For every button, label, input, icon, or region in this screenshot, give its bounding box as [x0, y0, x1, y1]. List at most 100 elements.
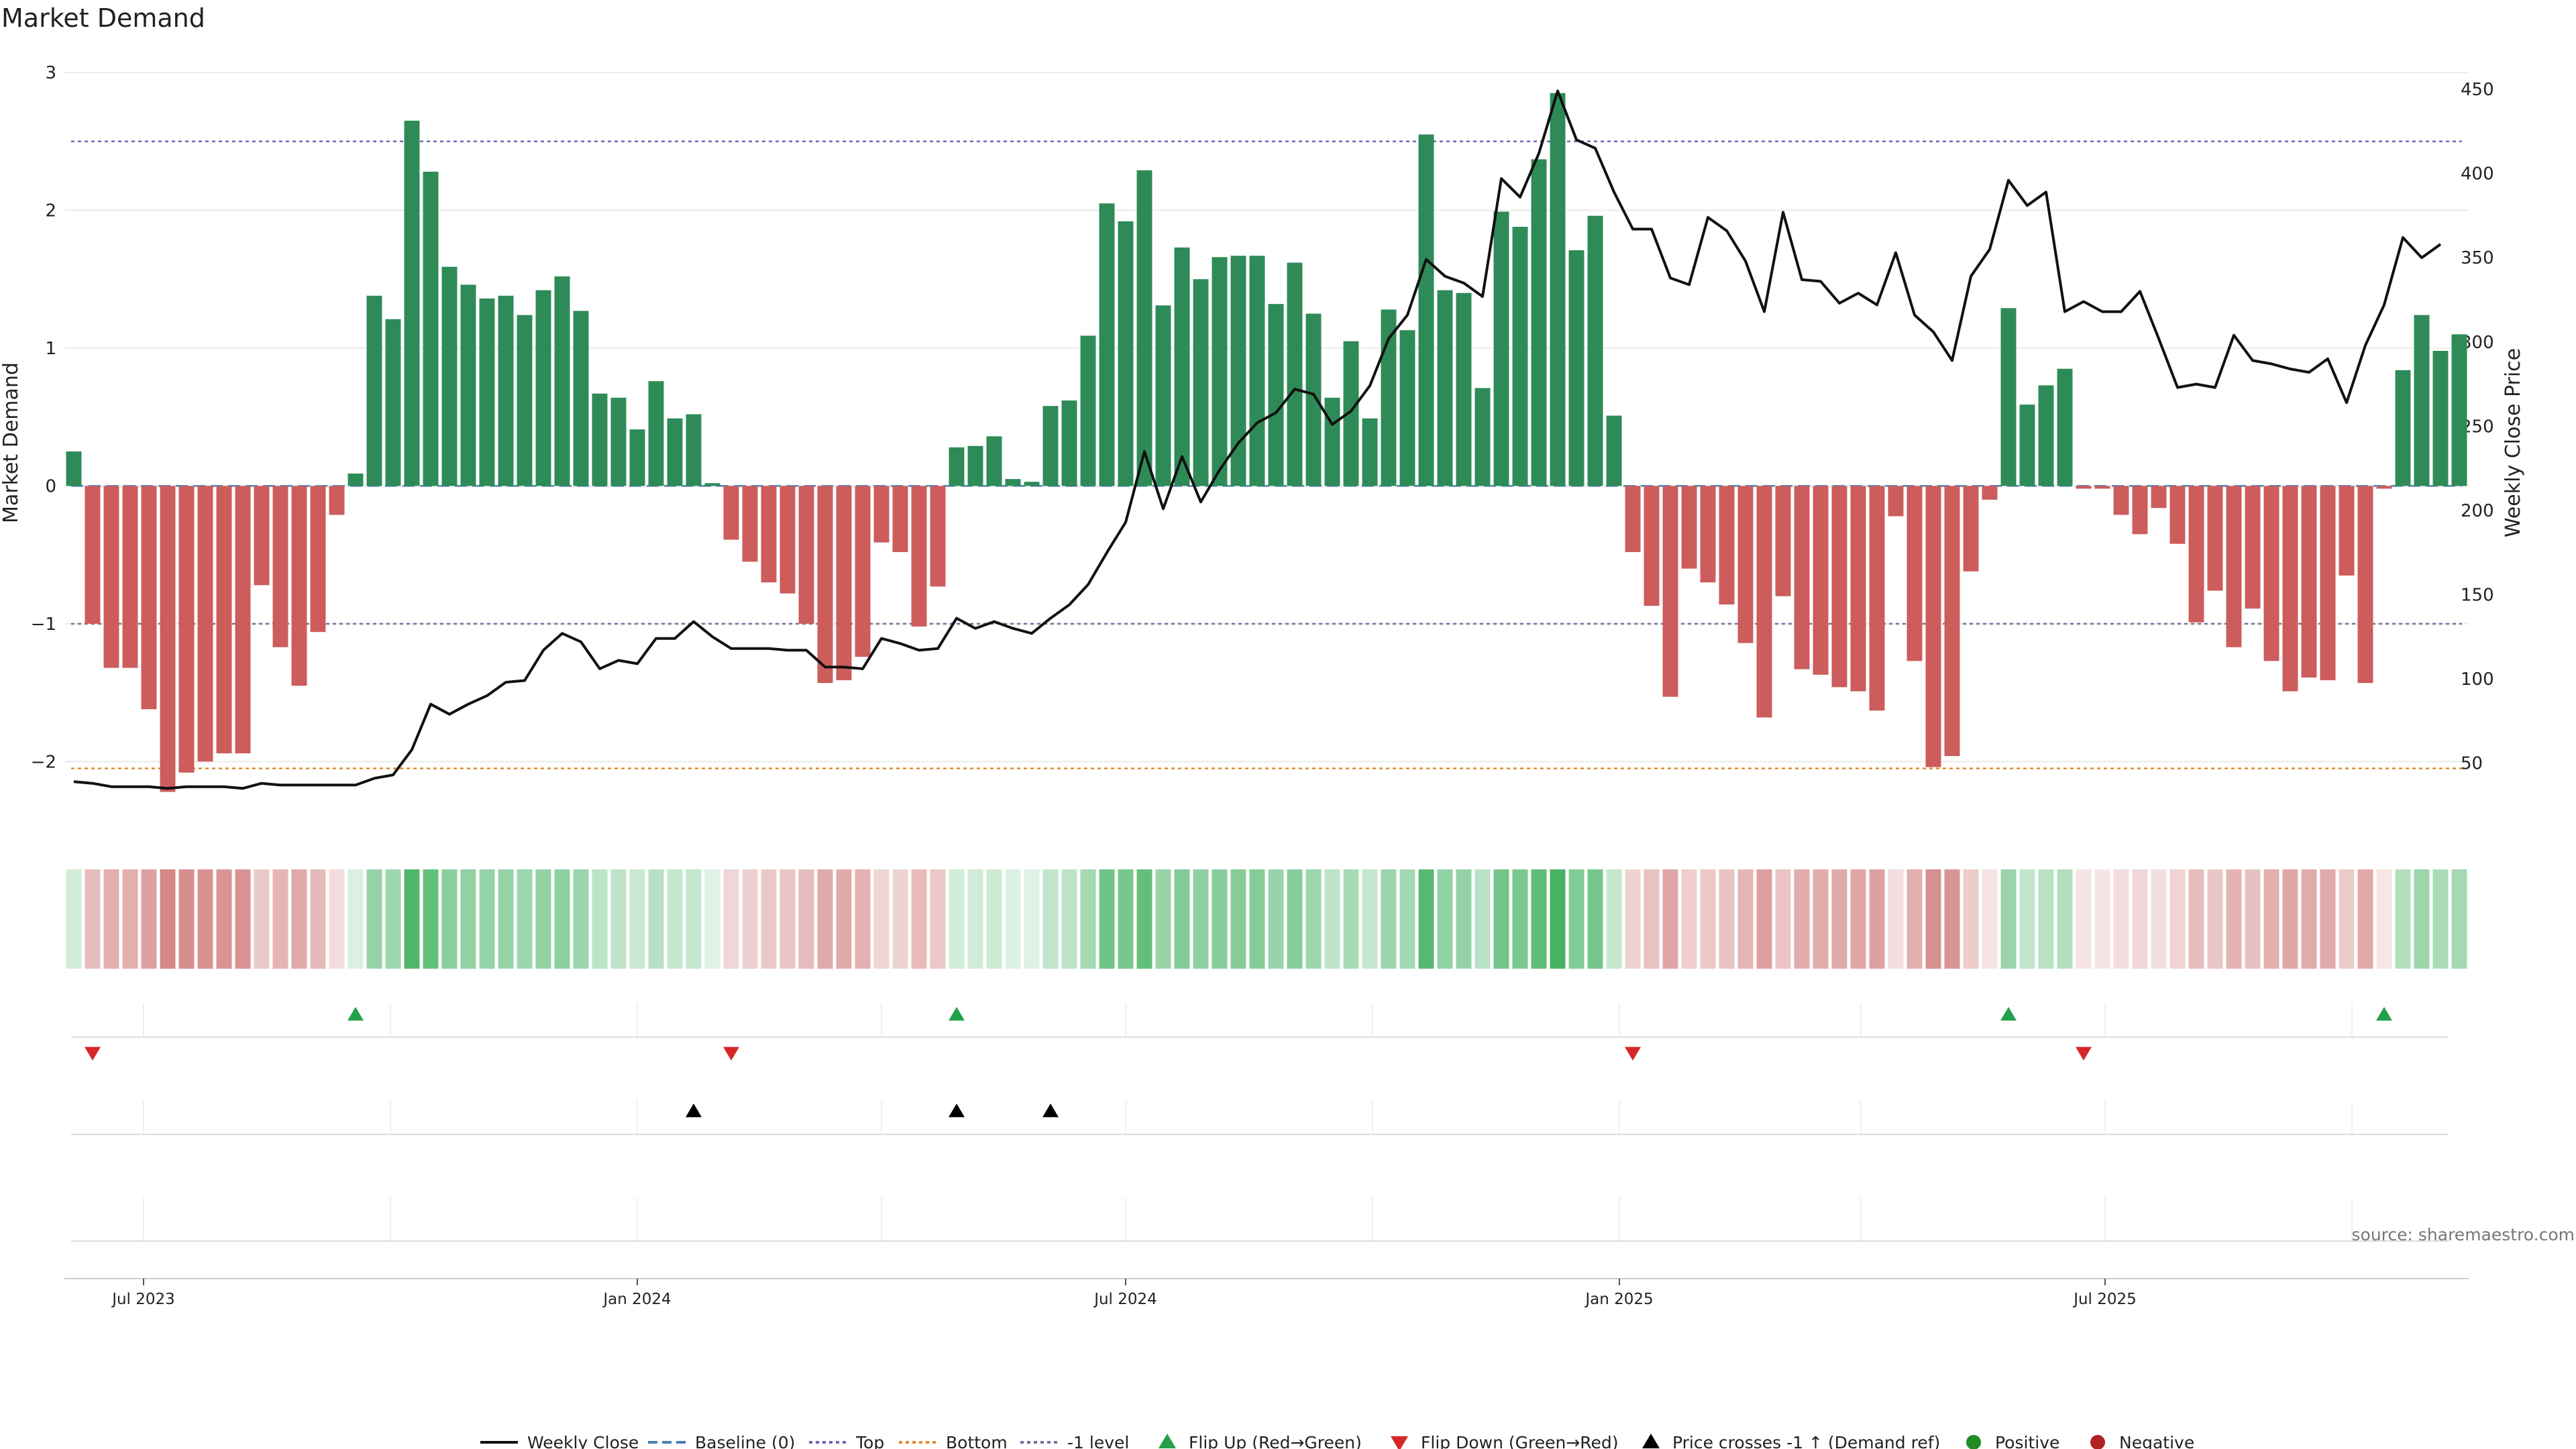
legend-item: Flip Down (Green→Red): [1391, 1433, 1619, 1449]
heat-cell: [610, 869, 627, 969]
demand-bars: [66, 93, 2467, 792]
demand-bar: [1719, 486, 1735, 605]
heat-cell: [1174, 869, 1190, 969]
demand-bar: [1493, 211, 1509, 486]
legend-label: Price crosses -1 ↑ (Demand ref): [1672, 1433, 1940, 1449]
demand-bar: [517, 315, 533, 486]
legend-item: Baseline (0): [648, 1433, 795, 1449]
heat-cell: [1362, 869, 1378, 969]
demand-bar: [1005, 479, 1021, 486]
heat-cell: [1756, 869, 1772, 969]
demand-bar: [629, 429, 645, 486]
heat-cell: [2320, 869, 2336, 969]
heat-cell: [385, 869, 401, 969]
demand-bar: [1625, 486, 1641, 552]
demand-bar: [2226, 486, 2242, 647]
demand-bar: [1155, 305, 1171, 486]
heat-cell: [1719, 869, 1735, 969]
left-tick-label: −2: [31, 752, 56, 772]
demand-bar: [1568, 250, 1585, 486]
left-tick-label: 3: [45, 63, 56, 83]
demand-bar: [1869, 486, 1885, 711]
demand-bar: [1700, 486, 1716, 583]
demand-bar: [1982, 486, 1998, 500]
heat-cell: [817, 869, 833, 969]
demand-bar: [1794, 486, 1810, 669]
heat-cell: [723, 869, 739, 969]
flip-down-marker: [85, 1046, 101, 1061]
heat-cell: [1042, 869, 1059, 969]
demand-bar: [329, 486, 345, 515]
heat-cell: [1531, 869, 1547, 969]
demand-bar: [1775, 486, 1791, 596]
heat-cell: [892, 869, 908, 969]
heat-cell: [1775, 869, 1791, 969]
heat-cell: [2094, 869, 2110, 969]
demand-bar: [1681, 486, 1697, 569]
price-line-layer: [73, 89, 2442, 790]
heat-cell: [1268, 869, 1284, 969]
heat-cell: [967, 869, 983, 969]
demand-bar: [1249, 256, 1265, 486]
demand-bar: [1888, 486, 1904, 517]
demand-bar: [122, 486, 138, 668]
heat-cell: [460, 869, 476, 969]
event-panels: [71, 1004, 2449, 1242]
legend-label: Top: [855, 1433, 884, 1449]
demand-bar: [1381, 309, 1397, 486]
heat-cell: [254, 869, 270, 969]
flip-up-marker: [347, 1007, 364, 1021]
heat-cell: [1456, 869, 1472, 969]
demand-bar: [1737, 486, 1754, 643]
heat-cell: [423, 869, 439, 969]
heat-cell: [1493, 869, 1509, 969]
heat-cell: [216, 869, 232, 969]
heat-cell: [535, 869, 551, 969]
right-tick-label: 150: [2461, 585, 2494, 605]
demand-bar: [2094, 486, 2110, 489]
demand-bar: [1756, 486, 1772, 718]
heat-cell: [1193, 869, 1209, 969]
heat-cell: [1061, 869, 1077, 969]
heat-cell: [1381, 869, 1397, 969]
heat-cell: [1700, 869, 1716, 969]
demand-bar: [310, 486, 326, 633]
legend-label: Flip Down (Green→Red): [1421, 1433, 1619, 1449]
heat-cell: [479, 869, 495, 969]
heat-cell: [1437, 869, 1453, 969]
legend-item: Weekly Close: [480, 1433, 639, 1449]
heat-cell: [2263, 869, 2279, 969]
demand-bar: [892, 486, 908, 552]
demand-bar: [1512, 227, 1528, 486]
heat-cell: [1587, 869, 1603, 969]
demand-bar: [986, 436, 1002, 486]
demand-bar: [1230, 256, 1246, 486]
x-tick-label: Jan 2024: [602, 1291, 671, 1308]
heat-cell: [742, 869, 758, 969]
heat-cell: [780, 869, 796, 969]
demand-bar: [1324, 397, 1340, 486]
legend-item: Flip Up (Red→Green): [1159, 1433, 1362, 1449]
legend-item: Top: [809, 1433, 884, 1449]
heat-cell: [1888, 869, 1904, 969]
heat-cell: [648, 869, 664, 969]
demand-bar: [2395, 370, 2411, 486]
demand-bar: [648, 381, 664, 486]
demand-bar: [2207, 486, 2223, 591]
left-y-axis: 3 2 1 0 −1 −2: [31, 63, 56, 772]
left-tick-label: −1: [31, 614, 56, 635]
heat-cell: [1474, 869, 1491, 969]
demand-bar: [817, 486, 833, 684]
demand-bar: [216, 486, 232, 753]
heat-cell: [2282, 869, 2298, 969]
legend-swatch: [2090, 1435, 2105, 1449]
flip-up-marker: [2000, 1007, 2017, 1021]
heat-cell: [160, 869, 176, 969]
demand-bar: [1606, 415, 1622, 486]
heat-cell: [197, 869, 213, 969]
heat-cell: [986, 869, 1002, 969]
demand-bar: [592, 393, 608, 486]
heat-cell: [2151, 869, 2167, 969]
price-cross-marker: [949, 1104, 965, 1118]
